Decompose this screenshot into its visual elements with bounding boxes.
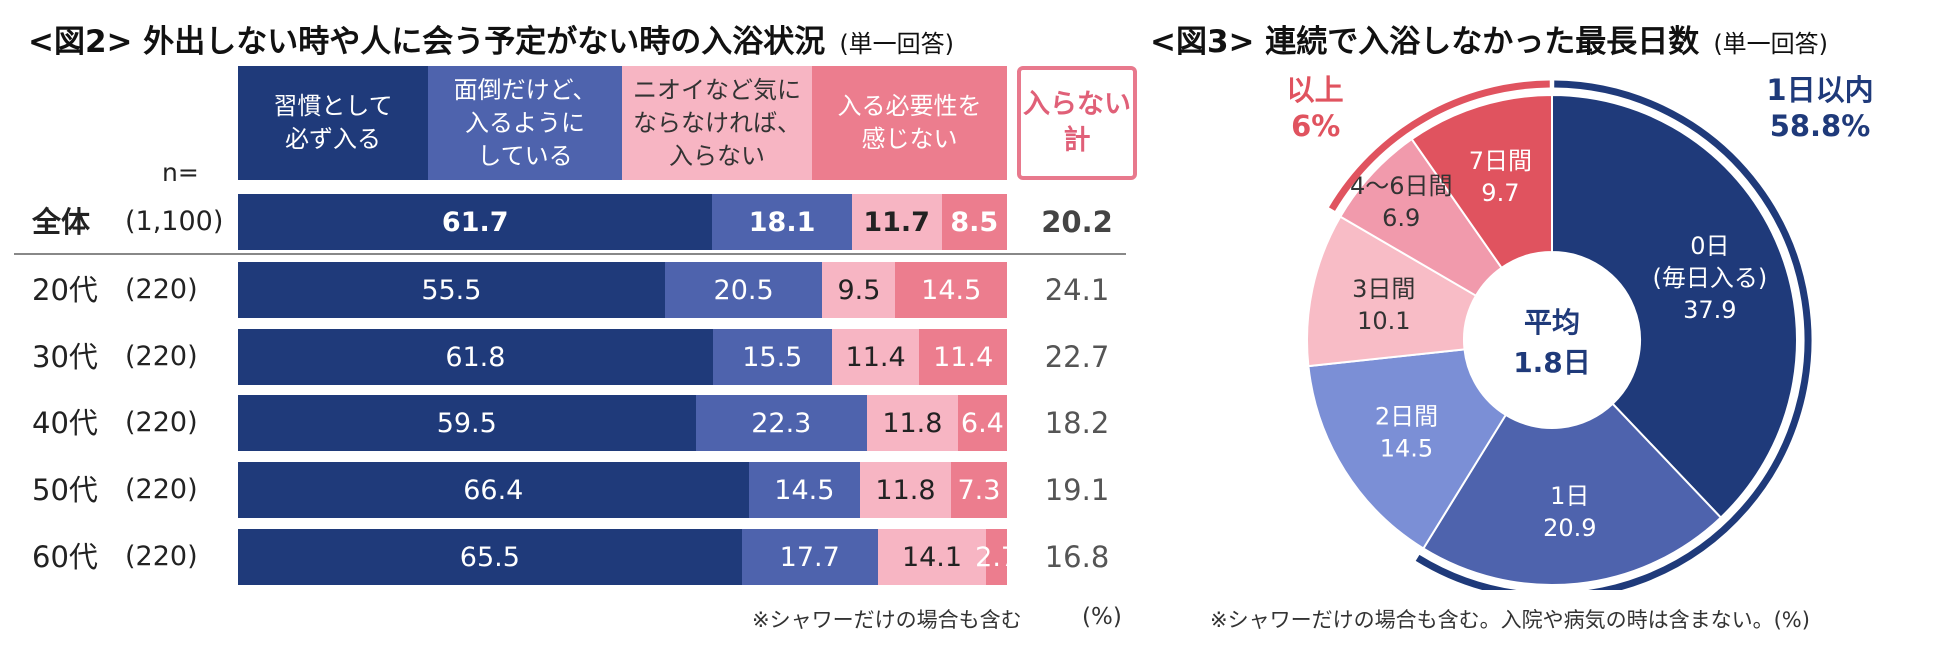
figure3-title: <図3> 連続で入浴しなかった最長日数 (単一回答) <box>1150 16 1828 61</box>
bar-segment: 65.5 <box>238 529 742 585</box>
bar-segment: 18.1 <box>712 194 852 250</box>
row-n-value: (1,100) <box>125 206 224 237</box>
bar-segment: 55.5 <box>238 262 665 318</box>
donut-slice <box>1551 93 1798 519</box>
row-n-value: (220) <box>125 274 198 305</box>
bar-segment: 17.7 <box>741 529 878 585</box>
row-n-value: (220) <box>125 541 198 572</box>
group-arc-within-1day <box>1415 80 1812 590</box>
row-n-value: (220) <box>125 341 198 372</box>
legend-header-1: 習慣として 必ず入る <box>238 66 428 180</box>
bar-segment: 22.3 <box>695 395 868 451</box>
separator-line <box>14 253 1126 255</box>
bar-segment: 11.8 <box>860 462 951 518</box>
row-label: 50代 <box>32 473 98 507</box>
bar-segment: 14.5 <box>895 262 1007 318</box>
row-label: 40代 <box>32 406 98 440</box>
bar-segment: 8.5 <box>941 194 1007 250</box>
row-label: 20代 <box>32 273 98 307</box>
figure2-note: ※シャワーだけの場合も含む <box>752 608 1022 632</box>
n-label: n= <box>162 158 199 187</box>
bar-segment: 14.5 <box>748 462 861 518</box>
slice-label: 1日 20.9 <box>1543 482 1596 542</box>
total-value: 22.7 <box>1044 340 1110 374</box>
total-value: 19.1 <box>1044 473 1110 507</box>
donut-slice <box>1410 93 1553 270</box>
center-label: 1.8日 <box>1513 346 1591 379</box>
total-value: 18.2 <box>1044 406 1110 440</box>
row-n-value: (220) <box>125 407 198 438</box>
center-label: 平均 <box>1524 306 1580 339</box>
donut-chart: 0日(毎日入る) 37.9 1日 20.9 2日間 14.5 3日間 10.1 4〜6日間 6.9… <box>1290 73 1874 590</box>
bar-segment: 2.7 <box>975 529 1018 585</box>
group-label-within-1day: 1日以内 58.8% <box>1766 73 1873 143</box>
figure2-unit: (%) <box>1082 604 1122 630</box>
legend-header-2: 面倒だけど、 入るように している <box>428 66 622 180</box>
figure2-title: <図2> 外出しない時や人に会う予定がない時の入浴状況 (単一回答) <box>28 16 954 61</box>
total-value: 24.1 <box>1044 273 1110 307</box>
bar-segment: 7.3 <box>950 462 1007 518</box>
slice-label: 0日(毎日入る) 37.9 <box>1652 232 1767 324</box>
row-n-value: (220) <box>125 474 198 505</box>
bar-segment: 61.8 <box>238 329 713 385</box>
bar-segment: 11.4 <box>919 329 1007 385</box>
legend-header-4: 入る必要性を 感じない <box>812 66 1007 180</box>
bar-segment: 11.4 <box>831 329 920 385</box>
slice-label: 7日間 9.7 <box>1469 147 1532 207</box>
bar-segment: 11.8 <box>867 395 958 451</box>
donut-slice <box>1307 348 1508 550</box>
bar-segment: 59.5 <box>238 395 696 451</box>
figure3-subtitle: (単一回答) <box>1713 30 1829 58</box>
row-label: 30代 <box>32 340 98 374</box>
legend-header-3: ニオイなど気に ならなければ、 入らない <box>622 66 812 180</box>
bar-segment: 66.4 <box>238 462 749 518</box>
bar-segment: 6.4 <box>957 395 1007 451</box>
bar-segment: 15.5 <box>712 329 832 385</box>
slice-label: 3日間 10.1 <box>1352 275 1415 335</box>
bar-segment: 14.1 <box>877 529 987 585</box>
slice-label: 4〜6日間 6.9 <box>1350 172 1453 232</box>
group-arc-4days-plus <box>1328 80 1550 211</box>
slice-label: 2日間 14.5 <box>1375 403 1438 463</box>
group-label-4days-plus: 4日以上16.6% <box>1290 73 1344 143</box>
bar-segment: 61.7 <box>238 194 713 250</box>
figure2-title-text: <図2> 外出しない時や人に会う予定がない時の入浴状況 <box>28 24 826 60</box>
bar-segment: 11.7 <box>851 194 942 250</box>
row-label: 60代 <box>32 540 98 574</box>
row-label: 全体 <box>32 205 91 239</box>
total-value: 16.8 <box>1044 540 1110 574</box>
total-value: 20.2 <box>1041 205 1113 239</box>
bar-segment: 9.5 <box>822 262 896 318</box>
bar-segment: 20.5 <box>664 262 823 318</box>
figure3-title-text: <図3> 連続で入浴しなかった最長日数 <box>1150 24 1700 60</box>
total-header: 入らない 計 <box>1017 66 1137 180</box>
figure2-subtitle: (単一回答) <box>839 30 955 58</box>
donut-slice <box>1421 402 1723 586</box>
figure3-note: ※シャワーだけの場合も含む。入院や病気の時は含まない。(%) <box>1210 608 1810 632</box>
